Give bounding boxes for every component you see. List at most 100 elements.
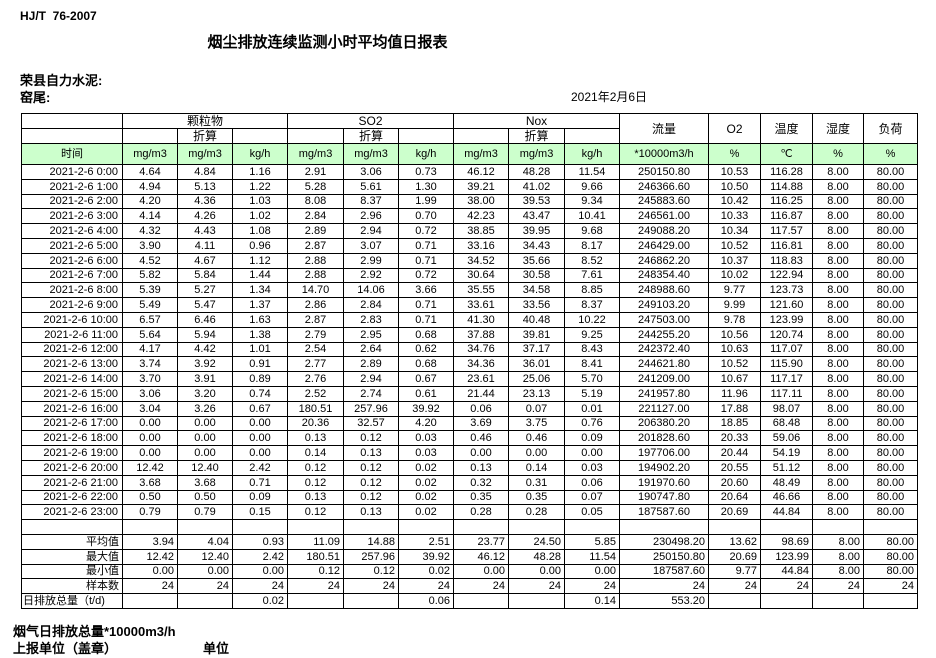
value-cell: 8.37: [343, 193, 399, 210]
header-humidity: 湿度: [812, 113, 864, 144]
value-cell: 116.28: [760, 164, 813, 180]
value-cell: 0.02: [398, 459, 454, 476]
value-cell: 2.88: [287, 252, 344, 269]
value-cell: 5.49: [122, 297, 178, 313]
value-cell: 10.42: [708, 193, 761, 210]
value-cell: 194902.20: [619, 459, 709, 476]
value-cell: 248988.60: [619, 282, 709, 299]
summary-value-cell: 123.99: [760, 548, 813, 565]
value-cell: 197706.00: [619, 445, 709, 461]
value-cell: 0.03: [564, 459, 620, 476]
value-cell: 246429.00: [619, 237, 709, 254]
value-cell: 8.00: [812, 504, 864, 521]
value-cell: 39.92: [398, 400, 454, 417]
value-cell: 9.78: [708, 311, 761, 328]
time-cell: 2021-2-6 9:00: [21, 297, 123, 313]
value-cell: 0.12: [343, 474, 399, 491]
value-cell: 80.00: [863, 208, 918, 225]
summary-value-cell: 80.00: [863, 533, 918, 550]
value-cell: 2.84: [287, 208, 344, 225]
value-cell: 4.43: [177, 223, 233, 239]
time-cell: 2021-2-6 15:00: [21, 385, 123, 402]
table-row: 2021-2-6 4:00 4.32 4.43 1.08 2.89 2.94 0.72 38.…: [21, 223, 918, 239]
value-cell: 80.00: [863, 459, 918, 476]
value-cell: 4.20: [122, 193, 178, 210]
value-cell: 80.00: [863, 385, 918, 402]
value-cell: 21.44: [453, 385, 509, 402]
value-cell: 5.64: [122, 326, 178, 343]
value-cell: 0.76: [564, 415, 620, 432]
value-cell: 8.00: [812, 282, 864, 299]
value-cell: 123.99: [760, 311, 813, 328]
value-cell: 0.09: [564, 430, 620, 447]
value-cell: 1.02: [232, 208, 288, 225]
value-cell: 117.11: [760, 385, 813, 402]
unit-cell: ℃: [760, 143, 813, 165]
summary-value-cell: 24: [863, 578, 918, 595]
value-cell: 0.00: [122, 445, 178, 461]
report-table: 颗粒物 SO2 Nox 流量 O2 温度 湿度 负荷 折算 折算 折算: [21, 113, 918, 609]
value-cell: 1.44: [232, 267, 288, 284]
value-cell: 80.00: [863, 474, 918, 491]
value-cell: 20.55: [708, 459, 761, 476]
value-cell: 80.00: [863, 237, 918, 254]
value-cell: 3.74: [122, 356, 178, 373]
value-cell: 44.84: [760, 504, 813, 521]
summary-value-cell: 80.00: [863, 548, 918, 565]
value-cell: 30.64: [453, 267, 509, 284]
value-cell: 245883.60: [619, 193, 709, 210]
value-cell: 0.35: [508, 489, 565, 506]
value-cell: 2.94: [343, 371, 399, 387]
value-cell: 0.01: [564, 400, 620, 417]
value-cell: 0.12: [343, 489, 399, 506]
value-cell: 30.58: [508, 267, 565, 284]
value-cell: 0.03: [398, 445, 454, 461]
blank-cell: [343, 519, 399, 535]
value-cell: 3.06: [343, 164, 399, 180]
value-cell: 0.09: [232, 489, 288, 506]
value-cell: 43.47: [508, 208, 565, 225]
value-cell: 0.68: [398, 326, 454, 343]
value-cell: 10.50: [708, 178, 761, 195]
summary-value-cell: 0.00: [453, 563, 509, 580]
table-row: 2021-2-6 3:00 4.14 4.26 1.02 2.84 2.96 0.70 42.…: [21, 208, 918, 225]
value-cell: 2.91: [287, 164, 344, 180]
unit-cell: mg/m3: [287, 143, 344, 165]
value-cell: 80.00: [863, 267, 918, 284]
value-cell: 0.00: [564, 445, 620, 461]
value-cell: 38.85: [453, 223, 509, 239]
value-cell: 1.22: [232, 178, 288, 195]
value-cell: 0.12: [287, 459, 344, 476]
summary-value-cell: 24: [343, 578, 399, 595]
value-cell: 3.90: [122, 237, 178, 254]
report-date: 2021年2月6日: [571, 90, 648, 104]
value-cell: 3.07: [343, 237, 399, 254]
summary-value-cell: 39.92: [398, 548, 454, 565]
value-cell: 4.17: [122, 341, 178, 358]
value-cell: 7.61: [564, 267, 620, 284]
value-cell: 59.06: [760, 430, 813, 447]
summary-label-cell: 平均值: [21, 533, 123, 550]
summary-value-cell: 24: [232, 578, 288, 595]
value-cell: 6.57: [122, 311, 178, 328]
value-cell: 122.94: [760, 267, 813, 284]
value-cell: 8.43: [564, 341, 620, 358]
value-cell: 0.15: [232, 504, 288, 521]
value-cell: 1.34: [232, 282, 288, 299]
value-cell: 115.90: [760, 356, 813, 373]
value-cell: 2.94: [343, 223, 399, 239]
value-cell: 4.52: [122, 252, 178, 269]
value-cell: 0.71: [398, 237, 454, 254]
value-cell: 0.28: [508, 504, 565, 521]
value-cell: 5.13: [177, 178, 233, 195]
value-cell: 3.92: [177, 356, 233, 373]
summary-value-cell: 187587.60: [619, 563, 709, 580]
header-load: 负荷: [863, 113, 918, 144]
value-cell: 201828.60: [619, 430, 709, 447]
value-cell: 2.87: [287, 311, 344, 328]
value-cell: 33.61: [453, 297, 509, 313]
summary-value-cell: 0.00: [564, 563, 620, 580]
header-blank: [398, 128, 454, 144]
value-cell: 8.00: [812, 237, 864, 254]
value-cell: 10.37: [708, 252, 761, 269]
